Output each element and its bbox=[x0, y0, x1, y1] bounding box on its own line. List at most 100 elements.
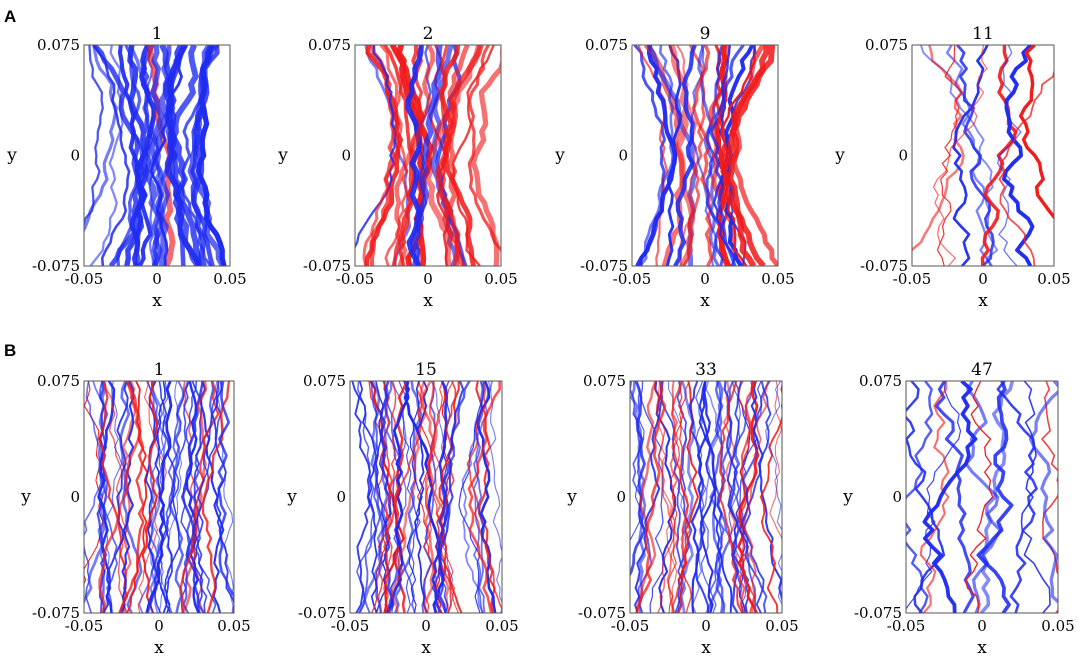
y-axis-label: y bbox=[286, 487, 297, 507]
blue-path bbox=[964, 381, 1002, 613]
y-tick-label: 0.075 bbox=[37, 372, 80, 390]
y-tick-label: -0.075 bbox=[303, 257, 351, 275]
y-axis-label: y bbox=[834, 146, 845, 166]
x-tick-label: 0 bbox=[421, 617, 431, 635]
red-path bbox=[391, 381, 427, 613]
blue-path bbox=[84, 540, 92, 613]
blue-path bbox=[157, 381, 173, 613]
panel-label-b: B bbox=[4, 341, 16, 360]
red-path bbox=[141, 381, 159, 613]
y-axis-label: y bbox=[6, 146, 17, 166]
blue-path bbox=[639, 45, 675, 266]
red-path bbox=[722, 381, 749, 613]
y-tick-label: 0 bbox=[616, 488, 626, 506]
red-path bbox=[718, 381, 744, 613]
x-tick-label: -0.05 bbox=[887, 617, 925, 635]
path-network bbox=[906, 381, 1058, 613]
x-axis-label: x bbox=[701, 638, 711, 658]
red-path bbox=[446, 45, 470, 266]
x-tick-label: 0.05 bbox=[1041, 617, 1074, 635]
y-tick-label: 0 bbox=[341, 147, 351, 165]
red-path bbox=[691, 45, 714, 266]
x-tick-label: 0 bbox=[700, 270, 710, 288]
blue-path bbox=[741, 381, 772, 613]
blue-path bbox=[149, 45, 188, 266]
blue-path bbox=[153, 381, 191, 613]
red-path bbox=[912, 45, 965, 255]
y-tick-label: 0 bbox=[336, 488, 346, 506]
blue-path bbox=[99, 381, 123, 613]
blue-path bbox=[673, 45, 697, 266]
blue-path bbox=[698, 381, 733, 613]
blue-path bbox=[92, 45, 131, 266]
blue-path bbox=[976, 381, 1014, 613]
red-path bbox=[678, 381, 692, 613]
y-axis-label: y bbox=[277, 146, 288, 166]
axes-frame bbox=[911, 44, 1055, 267]
blue-path bbox=[383, 381, 401, 613]
x-tick-label: -0.05 bbox=[336, 270, 374, 288]
red-path bbox=[98, 381, 141, 613]
path-network bbox=[84, 45, 227, 266]
y-axis-label: y bbox=[566, 487, 577, 507]
red-path bbox=[423, 381, 454, 613]
y-tick-label: -0.075 bbox=[32, 604, 80, 622]
subplot-title: 1 bbox=[154, 360, 165, 380]
blue-path bbox=[149, 381, 185, 613]
blue-path bbox=[117, 45, 153, 266]
blue-path bbox=[952, 45, 989, 266]
blue-path bbox=[665, 45, 683, 266]
red-path bbox=[384, 381, 397, 613]
blue-path bbox=[84, 45, 104, 228]
blue-path bbox=[934, 381, 975, 613]
x-tick-label: -0.05 bbox=[613, 270, 651, 288]
x-tick-label: 0.05 bbox=[484, 270, 517, 288]
x-axis-label: x bbox=[154, 638, 164, 658]
blue-path bbox=[707, 381, 727, 613]
path-network bbox=[84, 381, 234, 613]
x-axis-label: x bbox=[421, 638, 431, 658]
red-path bbox=[965, 381, 994, 613]
red-path bbox=[727, 45, 776, 266]
blue-path bbox=[211, 381, 234, 605]
red-path bbox=[424, 45, 482, 266]
y-tick-label: -0.075 bbox=[854, 604, 902, 622]
subplot-a-11: 11 -0.05 0 0.05 0.075 0 -0.075 x y bbox=[834, 24, 1071, 311]
y-tick-label: -0.075 bbox=[32, 257, 80, 275]
blue-path bbox=[690, 381, 711, 613]
blue-path bbox=[217, 381, 234, 613]
x-tick-label: 0 bbox=[977, 617, 987, 635]
blue-path bbox=[674, 381, 693, 613]
subplot-a-1: 1 -0.05 0 0.05 0.075 0 -0.075 x y bbox=[6, 24, 247, 311]
red-path bbox=[769, 381, 782, 556]
panel-label-a: A bbox=[4, 7, 16, 26]
blue-path bbox=[979, 381, 1015, 613]
subplot-a-9: 9 -0.05 0 0.05 0.075 0 -0.075 x y bbox=[554, 24, 795, 311]
subplot-title: 9 bbox=[700, 24, 711, 44]
x-tick-label: 0 bbox=[423, 270, 433, 288]
red-path bbox=[932, 45, 988, 266]
y-tick-label: 0.075 bbox=[37, 36, 80, 54]
y-tick-label: -0.075 bbox=[578, 604, 626, 622]
subplot-title: 15 bbox=[415, 360, 437, 380]
blue-path bbox=[504, 381, 506, 613]
blue-path bbox=[472, 381, 484, 613]
blue-path bbox=[363, 381, 382, 613]
y-tick-label: 0 bbox=[618, 147, 628, 165]
red-path bbox=[737, 381, 760, 613]
red-path bbox=[182, 381, 208, 613]
x-tick-label: 0.05 bbox=[485, 617, 518, 635]
x-tick-label: 0 bbox=[701, 617, 711, 635]
axes-frame bbox=[629, 380, 783, 614]
blue-path bbox=[89, 45, 124, 266]
x-tick-label: 0.05 bbox=[765, 617, 798, 635]
blue-path bbox=[133, 45, 155, 266]
y-axis-label: y bbox=[554, 146, 565, 166]
blue-path bbox=[997, 45, 1022, 266]
blue-path bbox=[473, 381, 486, 613]
x-tick-label: 0 bbox=[152, 270, 162, 288]
blue-path bbox=[356, 381, 375, 613]
subplot-title: 33 bbox=[695, 360, 717, 380]
red-path bbox=[980, 45, 1018, 266]
x-tick-label: -0.05 bbox=[65, 617, 103, 635]
